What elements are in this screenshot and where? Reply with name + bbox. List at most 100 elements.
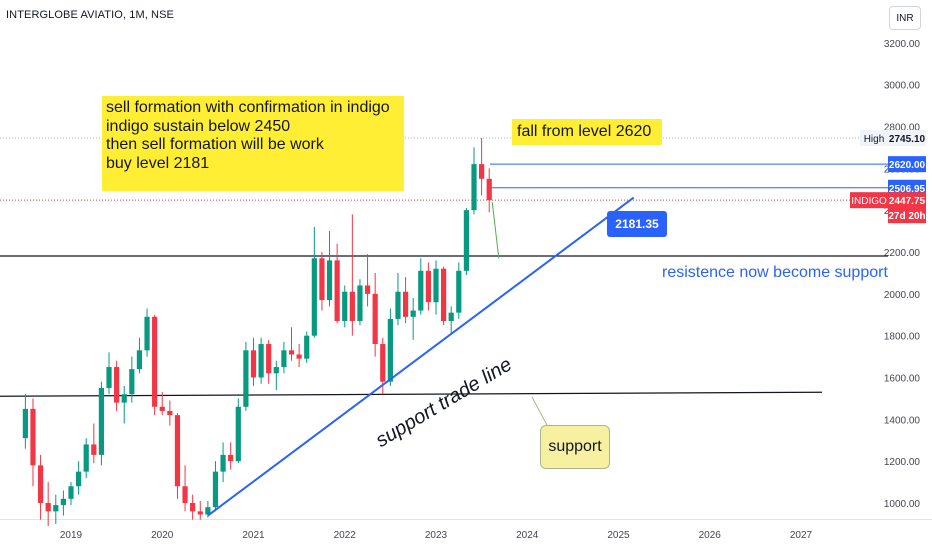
candle[interactable] [30, 408, 36, 466]
candle[interactable] [243, 350, 249, 407]
candle[interactable] [190, 503, 196, 512]
candle[interactable] [121, 394, 127, 403]
candle[interactable] [114, 367, 120, 403]
candle[interactable] [486, 178, 492, 201]
candle[interactable] [258, 344, 264, 378]
candle[interactable] [106, 367, 112, 388]
candle[interactable] [197, 511, 203, 515]
candle[interactable] [250, 350, 257, 378]
chart-title: INTERGLOBE AVIATIO, 1M, NSE [6, 9, 174, 21]
analysis-note[interactable]: sell formation with confirmation in indi… [102, 96, 404, 191]
candle[interactable] [60, 498, 66, 506]
candle[interactable] [448, 312, 454, 322]
countdown-label-bg [888, 207, 926, 224]
candle[interactable] [159, 406, 165, 411]
candle[interactable] [440, 268, 447, 322]
candle[interactable] [387, 318, 393, 382]
candle[interactable] [342, 291, 348, 322]
level-2620-label: 2620.00 [889, 160, 926, 171]
candle[interactable] [425, 270, 431, 303]
fall-level-note[interactable]: fall from level 2620 [512, 119, 662, 145]
candle[interactable] [319, 258, 325, 301]
high-price-label-bg [888, 129, 926, 146]
symbol-tag-bg [850, 192, 888, 209]
level-2506-label: 2506.95 [889, 184, 926, 195]
candle[interactable] [129, 369, 135, 395]
candle[interactable] [91, 444, 97, 455]
y-axis-tick-label: 3000.00 [884, 81, 921, 92]
candle[interactable] [364, 285, 371, 294]
y-axis-tick-label: 2800.00 [884, 122, 921, 133]
candle[interactable] [83, 444, 89, 472]
candle[interactable] [334, 260, 340, 322]
y-axis-tick-label: 1400.00 [884, 415, 921, 426]
candle[interactable] [349, 291, 355, 322]
candle[interactable] [220, 454, 226, 472]
candle[interactable] [311, 258, 317, 336]
candle[interactable] [326, 260, 333, 301]
candle[interactable] [136, 350, 143, 370]
candle[interactable] [98, 387, 105, 455]
candle[interactable] [182, 486, 188, 503]
analysis-note-line: then sell formation will be work [106, 136, 324, 153]
candle[interactable] [68, 486, 74, 499]
symbol-tag-label: INDIGO [851, 196, 887, 207]
candle[interactable] [463, 210, 470, 271]
candle[interactable] [212, 471, 219, 508]
candle[interactable] [45, 503, 51, 512]
resistence-annotation[interactable]: resistence now become support [662, 264, 888, 281]
high-tag-bg [860, 129, 888, 146]
candle[interactable] [471, 164, 477, 211]
candle[interactable] [456, 270, 462, 313]
candle[interactable] [395, 291, 401, 319]
candle[interactable] [296, 354, 302, 359]
candle[interactable] [53, 505, 59, 512]
candle[interactable] [418, 270, 424, 311]
candle[interactable] [372, 293, 378, 345]
candle[interactable] [22, 408, 28, 439]
candle[interactable] [144, 316, 150, 351]
candle[interactable] [174, 415, 181, 487]
candle[interactable] [288, 350, 295, 355]
last-price-label: 2447.75 [889, 196, 926, 207]
candle[interactable] [266, 344, 272, 374]
high-price-label: 2745.10 [889, 134, 926, 145]
candle[interactable] [228, 454, 234, 462]
candle[interactable] [479, 164, 485, 179]
candle[interactable] [37, 465, 44, 503]
support-callout-pointer [531, 396, 549, 428]
y-axis-tick-label: 1600.00 [884, 373, 921, 384]
candle[interactable] [152, 316, 158, 407]
candle[interactable] [76, 471, 82, 487]
countdown-label: 27d 20h [888, 211, 925, 222]
x-axis-tick-label: 2024 [516, 530, 539, 541]
candle[interactable] [205, 507, 211, 515]
x-axis-tick-label: 2022 [334, 530, 357, 541]
y-axis-tick-label: 3200.00 [884, 39, 921, 50]
x-axis-tick-label: 2023 [425, 530, 448, 541]
candle[interactable] [281, 350, 287, 368]
currency-button[interactable]: INR [889, 6, 921, 30]
candle[interactable] [380, 344, 386, 382]
analysis-note-line: sell formation with confirmation in indi… [106, 99, 390, 116]
x-axis-tick-label: 2027 [790, 530, 813, 541]
candle[interactable] [235, 406, 241, 462]
candle[interactable] [357, 285, 363, 322]
y-axis-tick-label: 2200.00 [884, 248, 921, 259]
analysis-note-line: indigo sustain below 2450 [106, 117, 291, 135]
price-callout[interactable]: 2181.35 [607, 211, 667, 237]
candle[interactable] [273, 367, 279, 374]
candle[interactable] [167, 410, 173, 416]
support-callout[interactable]: support [540, 425, 610, 469]
analysis-note-line: buy level 2181 [106, 154, 210, 172]
candle[interactable] [402, 291, 409, 317]
candle[interactable] [433, 268, 439, 303]
level-2620-label-bg [888, 156, 926, 173]
candle[interactable] [410, 310, 416, 317]
support-trend-line[interactable] [207, 196, 635, 517]
candle[interactable] [304, 335, 310, 359]
support-line[interactable] [0, 391, 823, 397]
y-axis-tick-label: 1200.00 [884, 457, 921, 468]
x-axis-tick-label: 2020 [151, 530, 174, 541]
